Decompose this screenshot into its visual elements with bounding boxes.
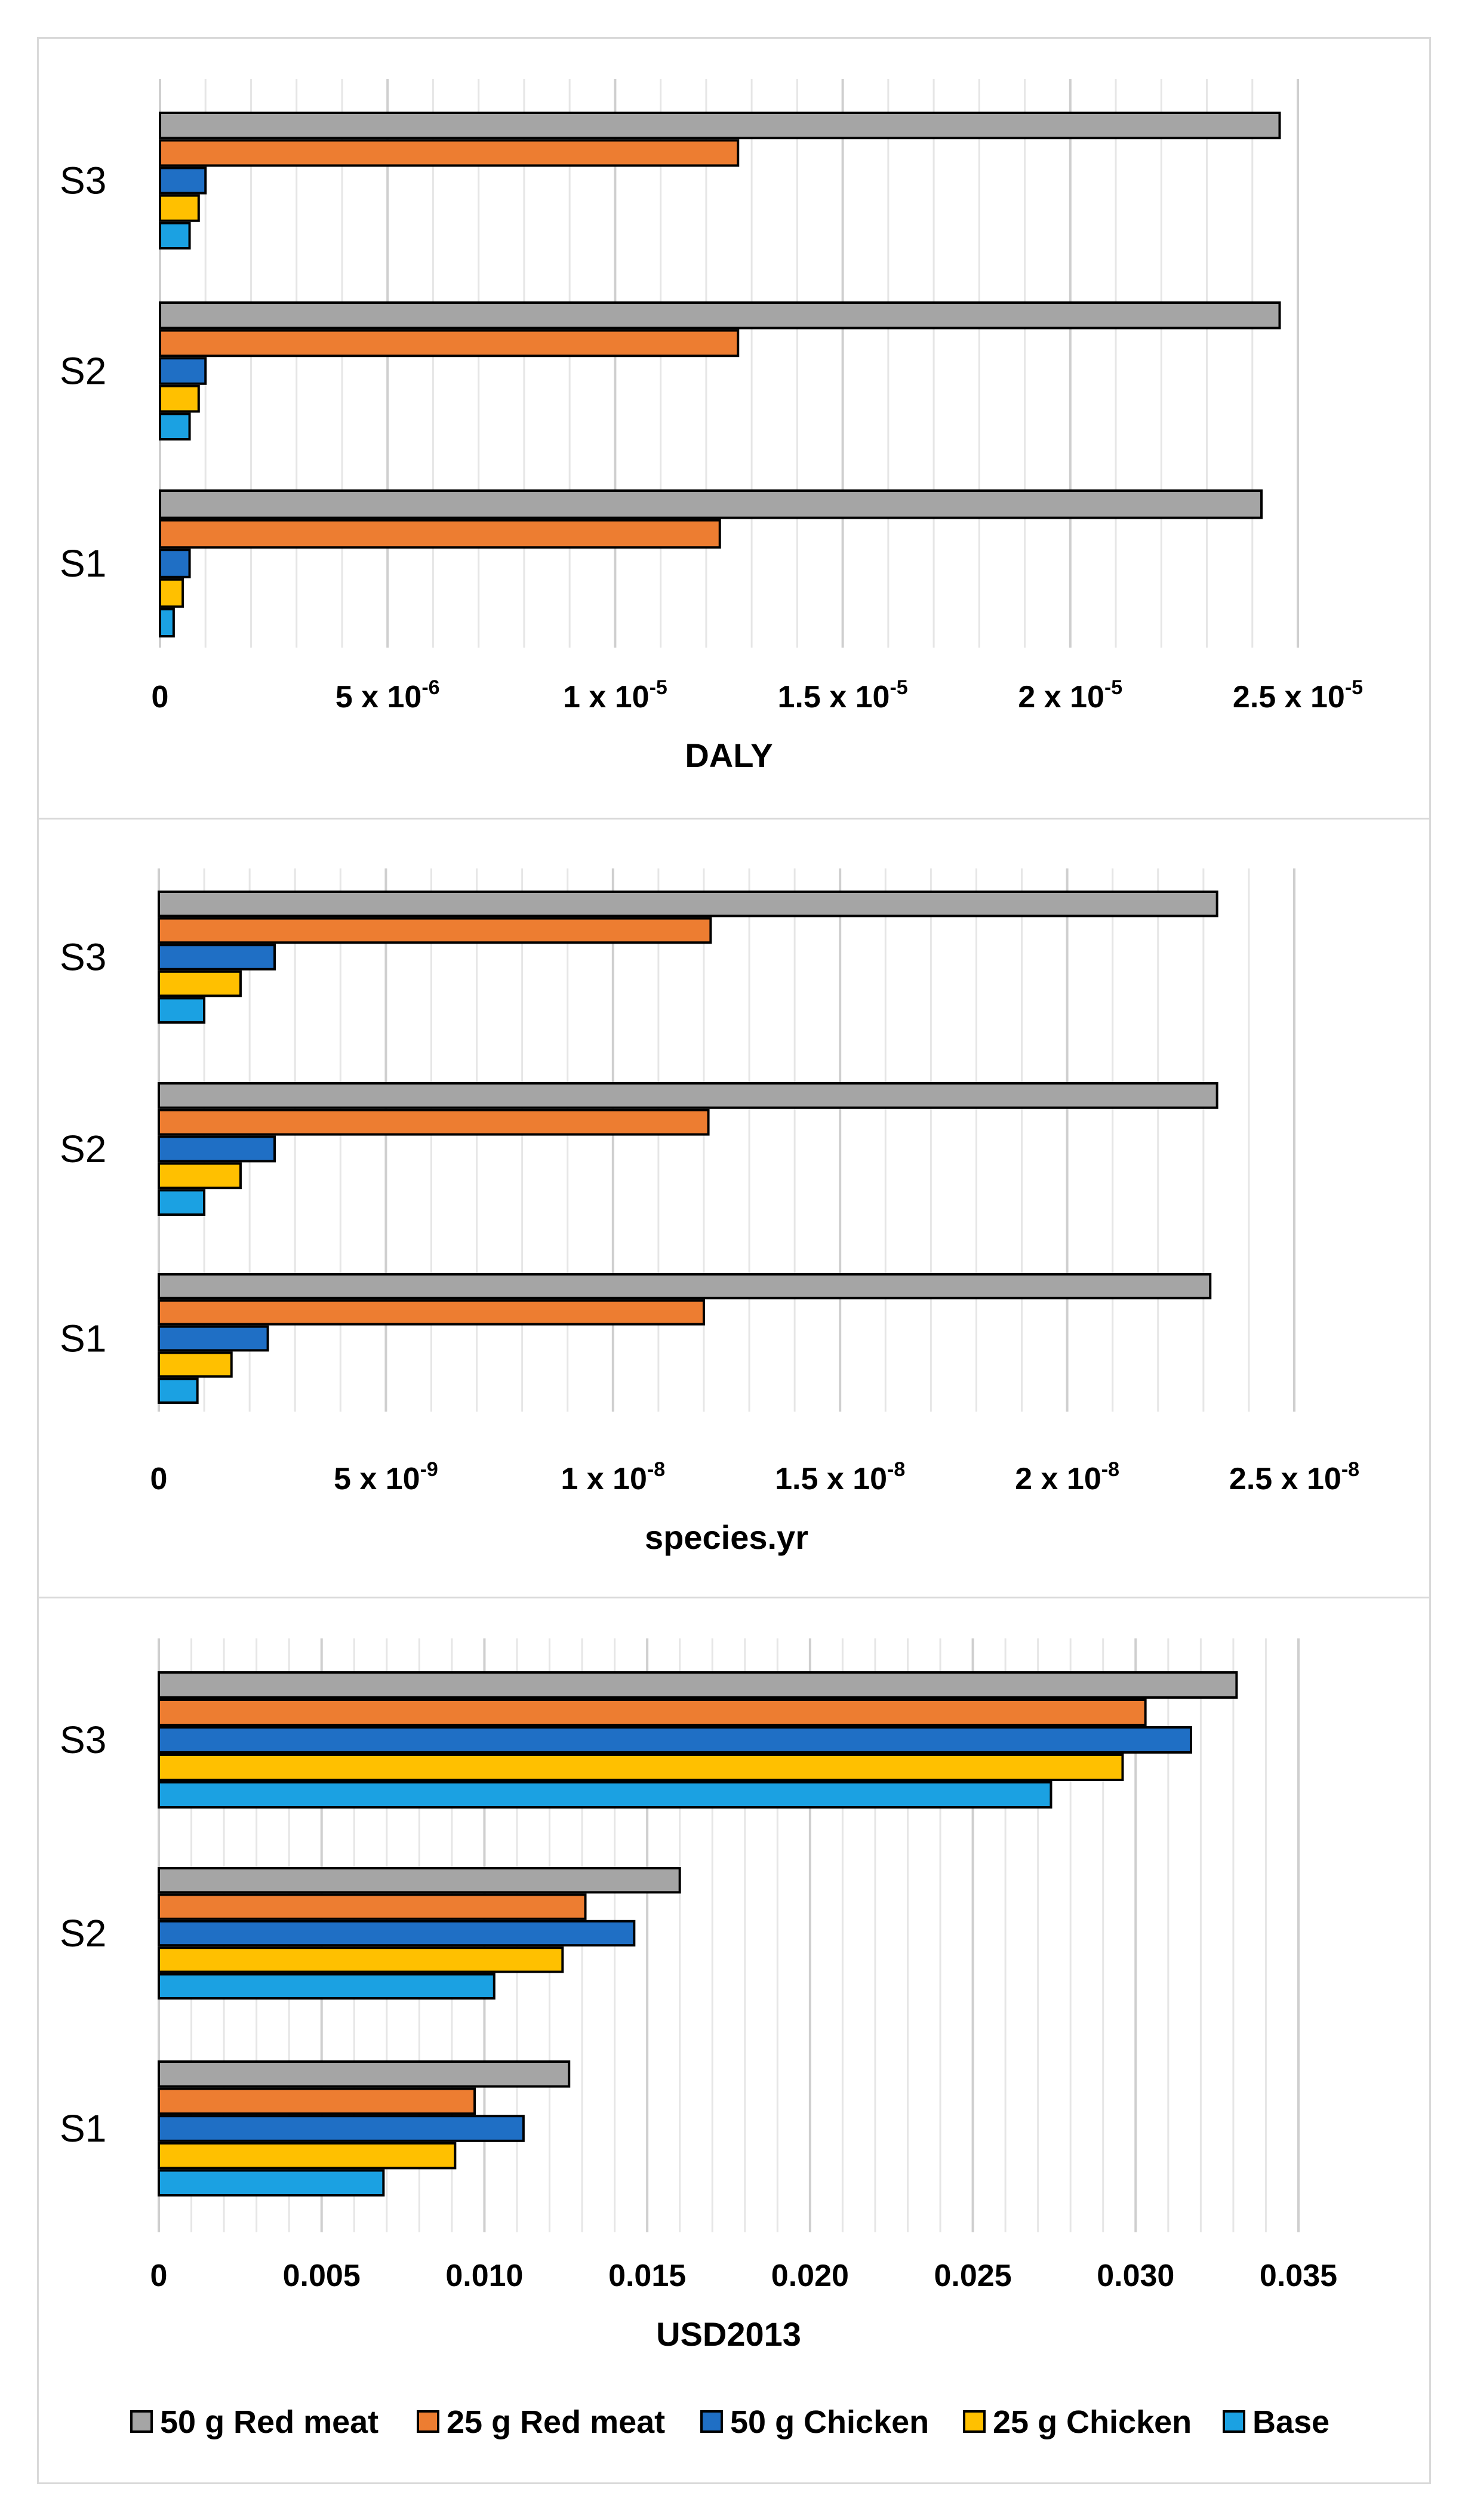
- x-tick-label: 0: [150, 2259, 168, 2293]
- bar-s2-50-g-red-meat: [158, 1867, 681, 1894]
- bar-s1-25-g-red-meat: [158, 2087, 476, 2115]
- bar-s1-base: [159, 608, 175, 638]
- bar-s3-50-g-chicken: [158, 1726, 1193, 1754]
- chart-panel-daly: S1 S2 S3 0 5 x 10-6 1 x 10-5 1.5 x 10-5 2 x 10-…: [60, 79, 1363, 774]
- panel-separator: [37, 818, 1431, 820]
- figure-frame: [37, 37, 1431, 2484]
- bar-s3-25-g-chicken: [159, 194, 200, 222]
- bar-s3-50-g-red-meat: [158, 891, 1218, 917]
- bar-s2-50-g-chicken: [158, 1920, 636, 1947]
- y-tick-label: S1: [60, 1317, 106, 1360]
- bar-s2-50-g-red-meat: [158, 1082, 1218, 1109]
- bar-s2-25-g-red-meat: [159, 329, 740, 358]
- chart-panel-species: S1 S2 S3 0 5 x 10-9 1 x 10-8 1.5 x 10-8 2 x 10-…: [60, 868, 1359, 1556]
- x-tick-label: 0.035: [1260, 2259, 1337, 2293]
- legend-label: Base: [1252, 2404, 1329, 2440]
- bar-s1-50-g-chicken: [158, 2115, 525, 2142]
- bar-s2-25-g-chicken: [159, 384, 200, 413]
- bar-s2-25-g-chicken: [158, 1946, 564, 1973]
- y-tick-label: S2: [60, 1912, 106, 1955]
- y-tick-label: S1: [60, 2107, 106, 2150]
- legend-label: 25 g Chicken: [993, 2404, 1192, 2440]
- legend-swatch: [130, 2410, 153, 2433]
- legend-label: 50 g Chicken: [730, 2404, 929, 2440]
- y-tick-label: S3: [60, 159, 106, 202]
- x-tick-label: 0.025: [934, 2259, 1012, 2293]
- bar-s3-25-g-red-meat: [158, 1699, 1147, 1726]
- x-tick-label: 0: [152, 680, 169, 714]
- bar-s1-25-g-chicken: [158, 1351, 233, 1378]
- bar-s1-50-g-red-meat: [159, 489, 1263, 519]
- x-tick-label: 5 x 10-6: [336, 676, 440, 714]
- y-tick-label: S2: [60, 350, 106, 393]
- x-tick-label: 0.005: [283, 2259, 361, 2293]
- x-tick-label: 0.020: [771, 2259, 849, 2293]
- bar-s2-base: [158, 1973, 496, 2000]
- x-tick-label: 0.010: [445, 2259, 523, 2293]
- x-axis-title: DALY: [685, 737, 773, 774]
- legend-swatch: [417, 2410, 439, 2433]
- bar-s1-50-g-red-meat: [158, 1273, 1212, 1299]
- bar-s3-50-g-red-meat: [158, 1671, 1238, 1699]
- x-tick-label: 0.015: [608, 2259, 686, 2293]
- chart-panel-usd: S1 S2 S3 0 0.005 0.010 0.015 0.020 0.025 0.030 0.0…: [60, 1638, 1337, 2353]
- bar-s1-25-g-chicken: [159, 578, 184, 608]
- x-tick-label: 2.5 x 10-5: [1233, 676, 1363, 714]
- bar-s3-base: [158, 1781, 1052, 1809]
- x-tick-label: 5 x 10-9: [334, 1458, 438, 1496]
- x-tick-label: 0.030: [1097, 2259, 1174, 2293]
- legend-label: 50 g Red meat: [160, 2404, 378, 2440]
- x-tick-label: 1.5 x 10-5: [778, 676, 908, 714]
- y-tick-label: S1: [60, 542, 106, 585]
- bar-s3-25-g-chicken: [158, 970, 242, 997]
- y-tick-label: S3: [60, 1718, 106, 1761]
- bar-s2-25-g-red-meat: [158, 1893, 587, 1920]
- x-axis-title: USD2013: [656, 2315, 801, 2353]
- bar-s3-25-g-chicken: [158, 1754, 1124, 1781]
- x-tick-label: 1.5 x 10-8: [775, 1458, 905, 1496]
- bar-s1-25-g-red-meat: [158, 1299, 705, 1326]
- legend-swatch: [700, 2410, 723, 2433]
- legend: 50 g Red meat 25 g Red meat 50 g Chicken 25…: [130, 2404, 1329, 2440]
- bar-s2-50-g-chicken: [159, 357, 207, 385]
- bar-s1-25-g-chicken: [158, 2142, 457, 2170]
- bar-s1-50-g-red-meat: [158, 2060, 571, 2088]
- y-tick-label: S2: [60, 1127, 106, 1170]
- bar-s2-50-g-red-meat: [159, 301, 1281, 329]
- legend-label: 25 g Red meat: [447, 2404, 665, 2440]
- y-tick-label: S3: [60, 936, 106, 979]
- bar-s3-25-g-red-meat: [158, 917, 712, 944]
- bar-s2-25-g-chicken: [158, 1162, 242, 1190]
- legend-swatch: [1223, 2410, 1245, 2433]
- bar-s1-25-g-red-meat: [159, 519, 721, 549]
- x-tick-label: 1 x 10-8: [561, 1458, 665, 1496]
- bar-s1-50-g-chicken: [158, 1325, 269, 1352]
- bar-s3-base: [159, 221, 191, 249]
- bar-s2-25-g-red-meat: [158, 1108, 710, 1136]
- bar-s2-base: [158, 1189, 206, 1216]
- bar-s1-50-g-chicken: [159, 549, 191, 578]
- bar-s3-base: [158, 997, 206, 1024]
- x-axis-title: species.yr: [645, 1518, 808, 1556]
- x-tick-label: 2 x 10-5: [1018, 676, 1122, 714]
- bar-s3-50-g-chicken: [158, 944, 276, 971]
- bar-s1-base: [158, 2169, 385, 2196]
- bar-s2-50-g-chicken: [158, 1135, 276, 1163]
- bar-s1-base: [158, 1378, 199, 1404]
- x-tick-label: 2.5 x 10-8: [1229, 1458, 1359, 1496]
- x-tick-label: 1 x 10-5: [563, 676, 667, 714]
- panel-separator: [37, 1597, 1431, 1598]
- bar-s3-25-g-red-meat: [159, 139, 740, 167]
- x-tick-label: 2 x 10-8: [1015, 1458, 1119, 1496]
- legend-swatch: [963, 2410, 986, 2433]
- bar-s3-50-g-red-meat: [159, 112, 1281, 140]
- bar-s2-base: [159, 412, 191, 441]
- x-tick-label: 0: [150, 1462, 168, 1496]
- bar-s3-50-g-chicken: [159, 167, 207, 195]
